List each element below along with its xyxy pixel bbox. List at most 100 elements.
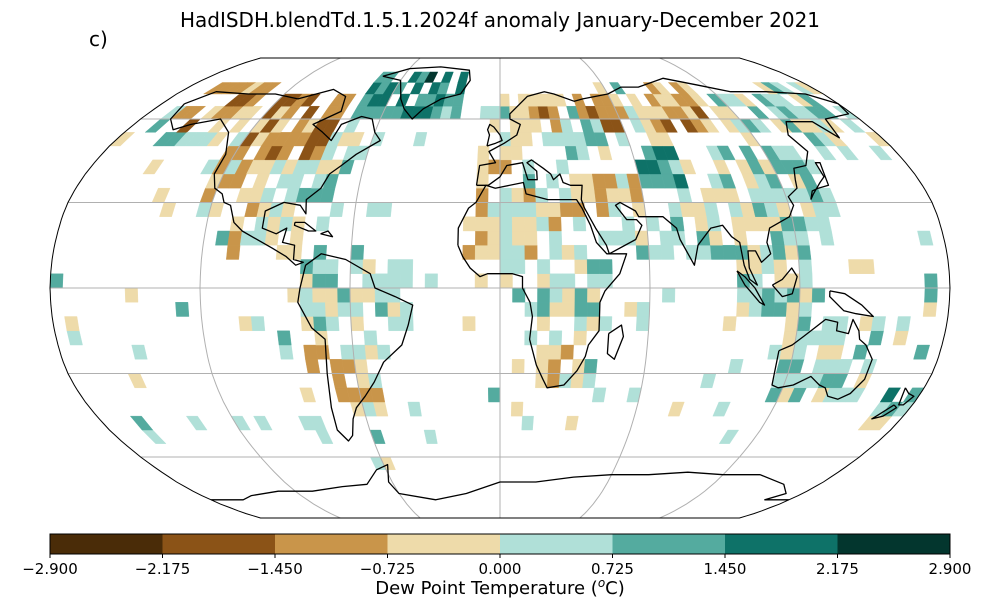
anomaly-cell — [547, 202, 562, 217]
anomaly-cell — [499, 202, 513, 217]
anomaly-cell — [423, 429, 438, 444]
anomaly-cell — [409, 82, 425, 95]
anomaly-cell — [535, 202, 549, 217]
anomaly-cell — [499, 216, 513, 232]
anomaly-cell — [175, 302, 190, 317]
anomaly-cell — [796, 245, 812, 260]
map-boundary — [49, 57, 951, 519]
anomaly-cell — [562, 273, 576, 289]
anomaly-cell — [537, 287, 551, 303]
anomaly-cell — [511, 359, 525, 374]
anomaly-cell — [924, 287, 938, 303]
colorbar-tick-label: −2.175 — [134, 560, 191, 578]
anomaly-cell — [66, 330, 83, 346]
anomaly-cell — [185, 415, 208, 431]
anomaly-cell — [796, 316, 812, 331]
coastline — [457, 181, 628, 389]
anomaly-cell — [424, 273, 438, 289]
anomaly-cell — [738, 145, 759, 161]
colorbar-tick-label: −0.725 — [359, 560, 416, 578]
anomaly-cell — [510, 401, 524, 417]
colorbar-tick-label: 1.450 — [703, 560, 747, 578]
anomaly-cell — [142, 159, 165, 175]
anomaly-cell — [773, 302, 788, 317]
anomaly-cell — [785, 302, 800, 317]
anomaly-cell — [315, 429, 334, 444]
anomaly-cell — [746, 106, 771, 120]
anomaly-cell — [299, 106, 320, 120]
anomaly-cell — [811, 287, 826, 303]
anomaly-cell — [892, 330, 909, 346]
colorbar-segment — [387, 534, 501, 554]
anomaly-cell — [733, 93, 757, 107]
anomaly-cell — [586, 316, 600, 331]
colorbar-segment — [275, 534, 388, 554]
anomaly-cell — [564, 415, 579, 431]
anomaly-cell — [761, 287, 776, 303]
anomaly-cell — [378, 202, 393, 217]
coastline — [382, 66, 471, 120]
anomaly-cell — [487, 245, 501, 260]
anomaly-cell — [871, 316, 886, 331]
anomaly-cell — [621, 216, 636, 232]
anomaly-cell — [582, 187, 597, 203]
anomaly-cell — [536, 316, 550, 331]
colorbar-label: Dew Point Temperature (oC) — [375, 576, 625, 599]
coastline — [293, 221, 317, 232]
anomaly-cell — [340, 344, 355, 360]
anomaly-cell — [548, 230, 563, 246]
anomaly-cell — [350, 316, 365, 331]
anomaly-cell — [520, 132, 533, 147]
anomaly-cell — [678, 159, 697, 175]
anomaly-cell — [549, 287, 563, 303]
anomaly-cell — [599, 273, 613, 289]
anomaly-cell — [922, 302, 938, 317]
anomaly-cell — [560, 344, 574, 360]
colorbar-tick-label: 0.725 — [591, 560, 634, 578]
anomaly-cell — [610, 230, 624, 246]
anomaly-cell — [595, 202, 610, 217]
anomaly-cell — [769, 230, 785, 246]
meridian-line — [199, 58, 341, 518]
anomaly-cell — [634, 230, 649, 246]
anomaly-cell — [239, 230, 255, 246]
anomaly-cell — [519, 118, 532, 133]
anomaly-cell — [852, 344, 869, 360]
anomaly-cell — [127, 373, 147, 389]
colorbar-tick-label: 2.175 — [816, 560, 859, 578]
anomaly-cell — [499, 145, 512, 161]
coastline — [736, 270, 766, 306]
anomaly-cell — [521, 415, 534, 431]
anomaly-cell — [266, 216, 282, 232]
anomaly-cell — [362, 259, 376, 274]
anomaly-cell — [487, 216, 501, 232]
anomaly-cell — [250, 316, 266, 331]
anomaly-cell — [868, 330, 884, 346]
anomaly-cell — [374, 273, 388, 289]
anomaly-cell — [524, 216, 538, 232]
anomaly-cell — [587, 287, 601, 303]
anomaly-cell — [50, 273, 64, 289]
anomaly-cell — [312, 302, 327, 317]
coastline — [771, 267, 798, 298]
anomaly-cell — [399, 273, 413, 289]
anomaly-cell — [524, 245, 538, 260]
graticule — [50, 58, 950, 518]
anomaly-cell — [676, 187, 693, 203]
coastline — [810, 162, 830, 200]
anomaly-cell — [253, 415, 273, 431]
anomaly-cell — [635, 245, 650, 260]
anomaly-cell — [387, 273, 401, 289]
anomaly-cell — [343, 118, 361, 133]
anomaly-cell — [64, 316, 80, 331]
colorbar-segment — [612, 534, 726, 554]
anomaly-cell — [835, 145, 859, 161]
anomaly-cell — [299, 387, 316, 403]
anomaly-cell — [278, 344, 294, 360]
anomaly-cell — [159, 202, 177, 217]
anomaly-cell — [309, 415, 327, 431]
anomaly-cell — [571, 359, 586, 374]
anomaly-cell — [598, 316, 613, 331]
anomaly-cell — [479, 106, 491, 120]
colorbar-segment — [50, 534, 163, 554]
